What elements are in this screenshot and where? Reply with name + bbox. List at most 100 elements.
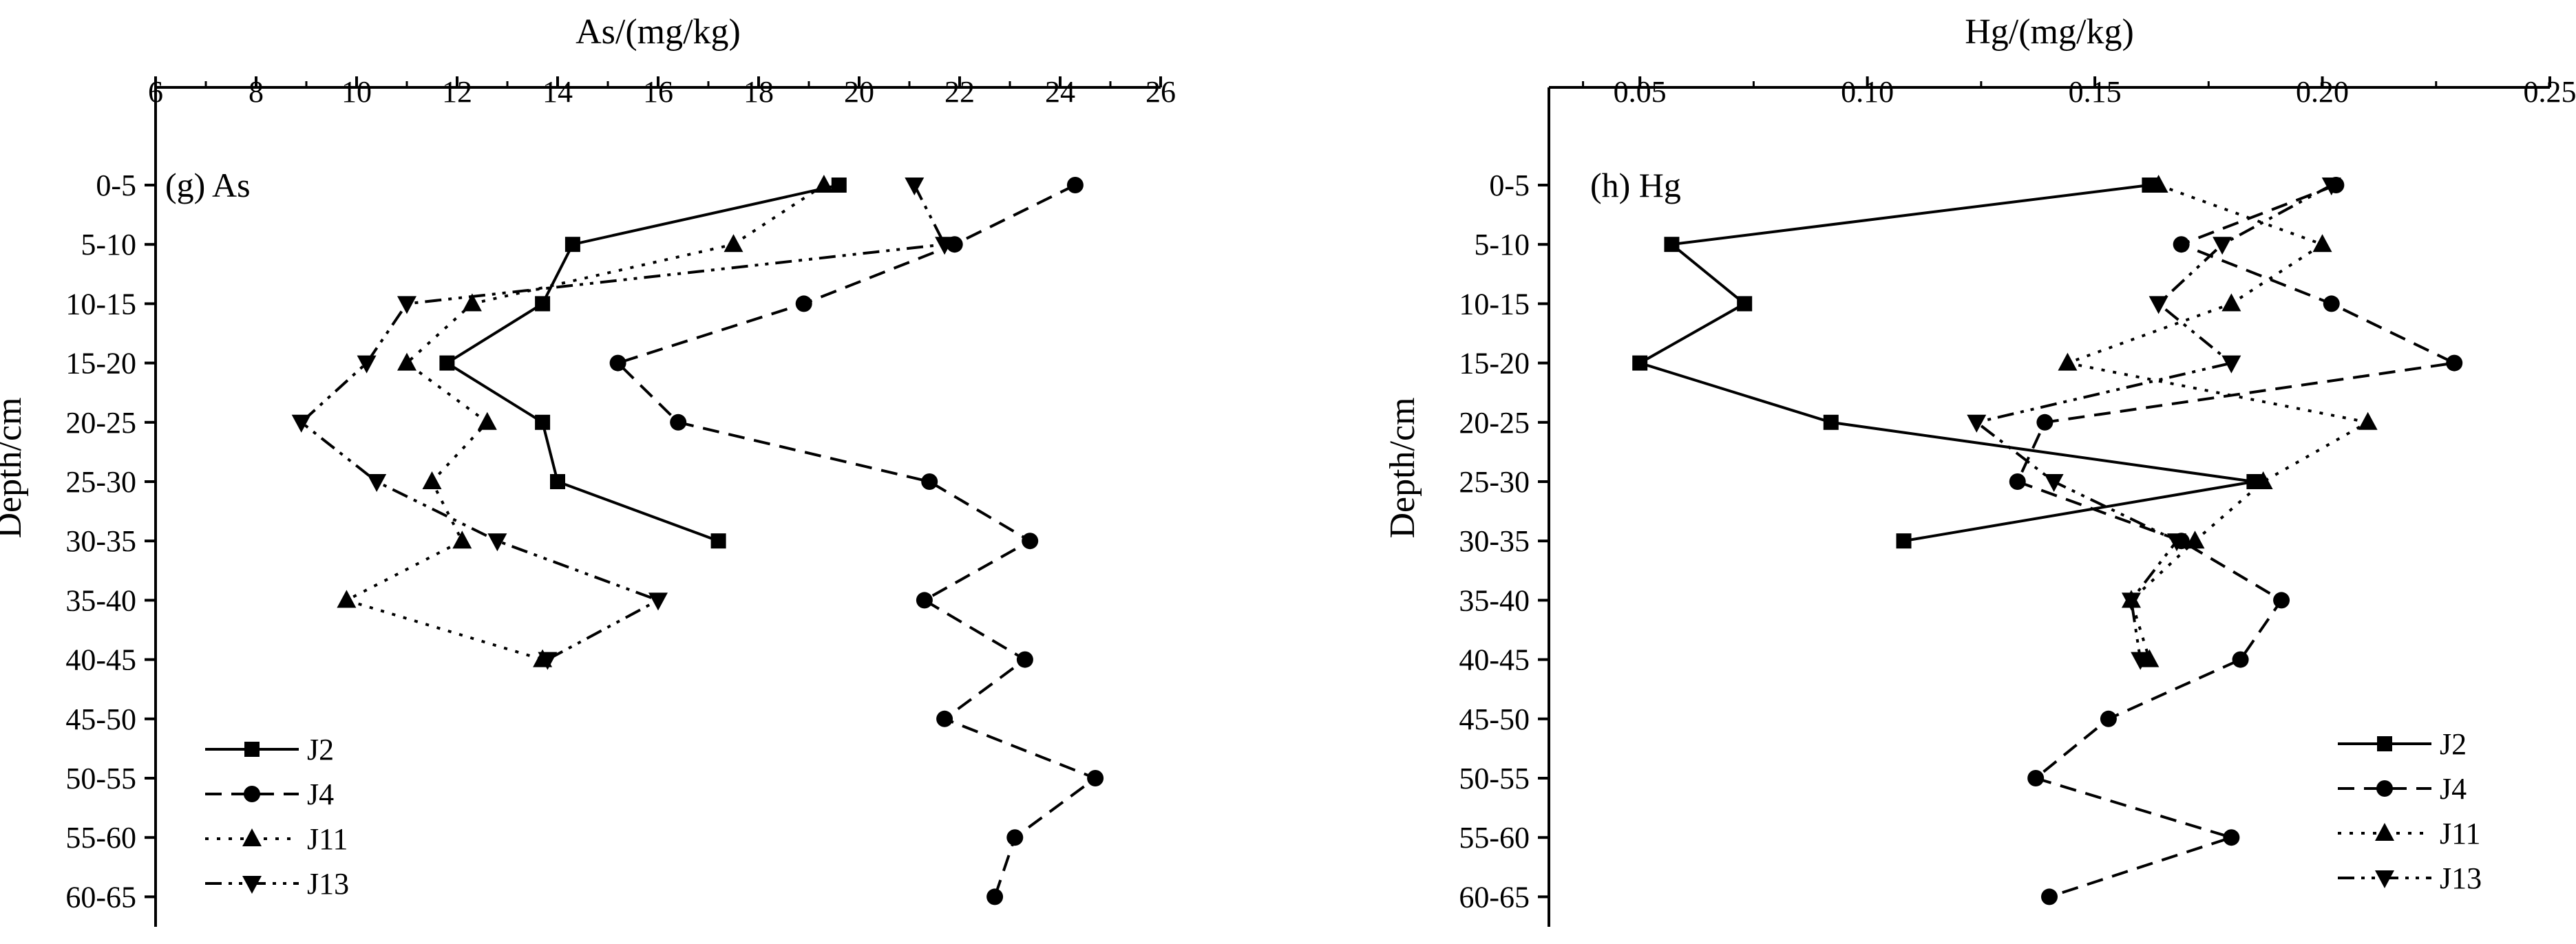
point-g-j13-0 (905, 178, 924, 195)
legend-label-h-3: J13 (2440, 861, 2482, 895)
x-tick-label-h-3: 0.20 (2296, 75, 2349, 109)
point-h-j4-3 (2446, 355, 2462, 372)
x-axis-title-h: Hg/(mg/kg) (1965, 12, 2134, 52)
legend-marker-h-1 (2376, 780, 2393, 797)
series-line-g-j13 (302, 185, 944, 660)
point-g-j13-4 (292, 415, 311, 433)
y-tick-label-g-4: 20-25 (65, 406, 136, 440)
x-tick-label-g-7: 20 (844, 75, 874, 109)
legend-marker-h-2 (2375, 823, 2394, 841)
point-h-j13-4 (1967, 415, 1986, 433)
panel-g-as: As/(mg/kg) 6 8 10 12 14 16 18 20 22 24 26 Depth/cm 0-… (0, 12, 1176, 927)
series-line-g-j2 (447, 185, 838, 541)
point-g-j4-9 (936, 711, 953, 727)
x-tick-label-g-10: 26 (1146, 75, 1176, 109)
x-tick-label-h-0: 0.05 (1614, 75, 1667, 109)
y-tick-label-h-12: 60-65 (1459, 880, 1530, 914)
point-h-j2-3 (1632, 356, 1647, 371)
point-g-j11-3 (397, 353, 416, 371)
point-g-j11-1 (724, 234, 743, 252)
point-g-j4-8 (1017, 652, 1033, 668)
point-g-j4-11 (1006, 829, 1023, 846)
point-g-j4-5 (921, 473, 938, 490)
y-tick-label-h-10: 50-55 (1459, 762, 1530, 795)
y-tick-label-h-6: 30-35 (1459, 524, 1530, 558)
point-g-j13-5 (367, 474, 386, 492)
y-tick-label-h-5: 25-30 (1459, 465, 1530, 499)
x-tick-label-g-0: 6 (148, 75, 163, 109)
legend-marker-h-0 (2377, 736, 2392, 751)
y-tick-label-h-4: 20-25 (1459, 406, 1530, 440)
point-g-j11-0 (814, 175, 834, 193)
point-g-j4-3 (610, 355, 626, 372)
series-line-h-j2 (1640, 185, 2254, 541)
x-tick-label-g-3: 12 (442, 75, 472, 109)
x-tick-label-g-8: 22 (944, 75, 975, 109)
point-g-j2-4 (535, 415, 550, 430)
y-tick-label-g-11: 55-60 (65, 821, 136, 855)
x-tick-label-g-2: 10 (341, 75, 372, 109)
x-tick-label-g-1: 8 (249, 75, 264, 109)
point-h-j4-12 (2041, 888, 2058, 905)
point-h-j13-2 (2149, 296, 2168, 314)
x-tick-label-g-4: 14 (542, 75, 573, 109)
y-tick-label-g-3: 15-20 (65, 347, 136, 380)
point-h-j2-6 (1897, 533, 1912, 548)
point-h-j4-10 (2027, 770, 2044, 786)
point-h-j2-4 (1824, 415, 1839, 430)
point-g-j4-10 (1087, 770, 1104, 786)
point-g-j11-6 (452, 530, 472, 548)
point-g-j2-3 (439, 356, 454, 371)
point-g-j11-7 (337, 590, 356, 608)
x-tick-label-g-6: 18 (743, 75, 774, 109)
legend-marker-g-1 (244, 786, 260, 802)
y-tick-label-g-5: 25-30 (65, 465, 136, 499)
point-h-j11-3 (2058, 353, 2077, 371)
x-axis-title-g: As/(mg/kg) (576, 12, 741, 52)
legend-marker-g-0 (244, 742, 260, 757)
point-g-j11-4 (478, 412, 497, 430)
point-h-j4-4 (2036, 414, 2053, 431)
point-g-j13-7 (648, 592, 668, 610)
point-h-j4-7 (2273, 592, 2290, 608)
x-tick-label-g-5: 16 (643, 75, 673, 109)
point-h-j4-9 (2100, 711, 2117, 727)
point-g-j4-6 (1022, 533, 1038, 549)
point-h-j11-1 (2313, 234, 2332, 252)
y-tick-label-g-0: 0-5 (96, 169, 136, 202)
y-tick-label-h-2: 10-15 (1459, 287, 1530, 321)
point-g-j2-6 (711, 533, 726, 548)
y-tick-label-g-8: 40-45 (65, 643, 136, 677)
legend-label-g-0: J2 (307, 733, 334, 766)
legend-label-g-2: J11 (307, 822, 348, 856)
y-tick-label-h-8: 40-45 (1459, 643, 1530, 677)
legend-label-h-2: J11 (2440, 817, 2481, 850)
legend-marker-g-2 (242, 828, 262, 846)
x-tick-label-g-9: 24 (1045, 75, 1075, 109)
point-g-j4-4 (670, 414, 686, 431)
y-axis-title-g: Depth/cm (0, 397, 29, 538)
point-g-j2-1 (565, 237, 580, 252)
y-tick-label-g-9: 45-50 (65, 702, 136, 736)
point-h-j4-5 (2009, 473, 2026, 490)
point-h-j2-1 (1664, 237, 1679, 252)
panel-label-h: (h) Hg (1590, 166, 1681, 204)
y-tick-label-g-10: 50-55 (65, 762, 136, 795)
legend-label-g-3: J13 (307, 867, 349, 901)
point-h-j11-2 (2221, 293, 2241, 311)
point-h-j4-11 (2223, 829, 2239, 846)
x-tick-label-h-4: 0.25 (2524, 75, 2576, 109)
legend-label-h-0: J2 (2440, 727, 2467, 761)
y-tick-label-g-12: 60-65 (65, 880, 136, 914)
y-tick-label-g-7: 35-40 (65, 583, 136, 617)
point-h-j13-5 (2045, 474, 2064, 492)
point-h-j11-4 (2358, 412, 2378, 430)
point-h-j13-7 (2122, 592, 2141, 610)
y-tick-label-h-1: 5-10 (1474, 228, 1530, 261)
point-g-j4-7 (916, 592, 933, 608)
series-line-h-j11 (2067, 185, 2367, 660)
